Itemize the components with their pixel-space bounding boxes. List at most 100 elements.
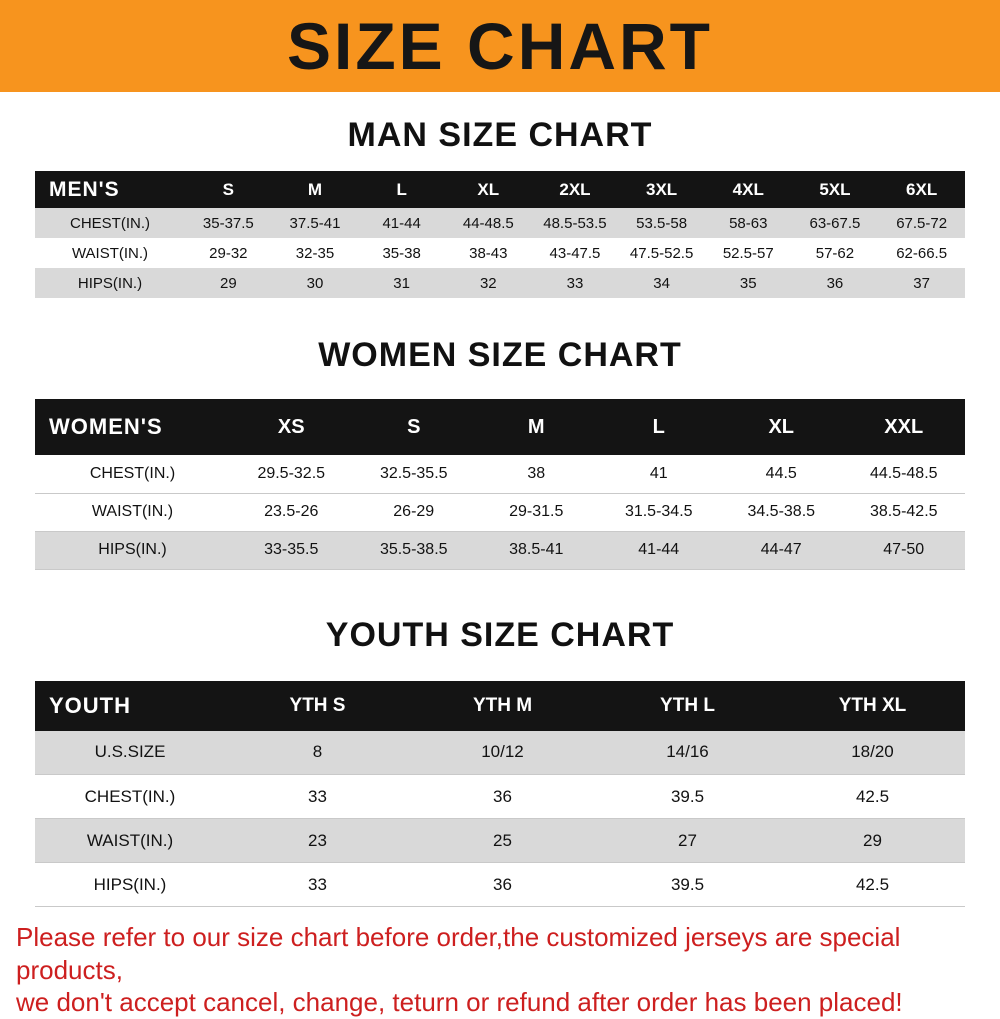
measure-value-cell: 67.5-72: [896, 214, 948, 232]
size-header-cell: 2XL: [559, 179, 591, 199]
measure-value-cell: 44-48.5: [462, 214, 514, 232]
measure-value-cell: 44-47: [720, 531, 843, 570]
size-header-cell: 5XL: [819, 179, 851, 199]
measure-value-cell: 33: [225, 774, 410, 819]
measure-value-cell: 36: [410, 862, 595, 907]
measure-value-cell: 32-35: [295, 244, 335, 262]
size-header-cell: YTH XL: [838, 694, 907, 716]
measure-value-cell: 48.5-53.5: [543, 214, 607, 232]
measure-label-cell: HIPS(IN.): [35, 531, 230, 570]
measure-label-cell: WAIST(IN.): [71, 244, 149, 262]
measure-value-cell: 32: [479, 274, 497, 292]
size-header-cell: 4XL: [732, 179, 764, 199]
measure-row: CHEST(IN.) 29.5-32.5 32.5-35.5 38 41 44.5 44.5…: [35, 455, 965, 494]
measure-value-cell: 10/12: [410, 730, 595, 775]
measure-value-cell: 29: [780, 818, 965, 863]
measure-value-cell: 63-67.5: [809, 214, 861, 232]
measure-value-cell: 36: [826, 274, 844, 292]
banner: SIZE CHART: [0, 0, 1000, 92]
size-header-cell: XL: [768, 415, 795, 438]
men-size-table: MEN'S S M L XL 2XL 3XL 4XL 5XL 6XL CHEST(IN.) 35-37…: [35, 171, 965, 298]
size-header-cell: L: [652, 415, 665, 438]
measure-value-cell: 62-66.5: [896, 244, 948, 262]
measure-value-cell: 41-44: [382, 214, 421, 232]
table-title-cell: WOMEN'S: [49, 414, 163, 439]
measure-label-cell: WAIST(IN.): [35, 493, 230, 532]
measure-value-cell: 41-44: [597, 531, 720, 570]
size-header-cell: S: [222, 179, 234, 199]
measure-value-cell: 23: [225, 818, 410, 863]
measure-value-cell: 23.5-26: [230, 493, 353, 532]
measure-value-cell: 31: [393, 274, 410, 292]
measure-row: CHEST(IN.) 33 36 39.5 42.5: [35, 774, 965, 819]
measure-value-cell: 42.5: [780, 774, 965, 819]
measure-row: HIPS(IN.) 33 36 39.5 42.5: [35, 862, 965, 907]
measure-value-cell: 41: [597, 455, 720, 494]
women-size-chart-heading: WOMEN SIZE CHART: [318, 336, 682, 374]
size-header-cell: XL: [477, 179, 500, 199]
measure-value-cell: 18/20: [780, 730, 965, 775]
measure-value-cell: 29-31.5: [475, 493, 598, 532]
measure-value-cell: 43-47.5: [549, 244, 601, 262]
table-title-cell: MEN'S: [49, 177, 120, 201]
measure-value-cell: 32.5-35.5: [352, 455, 475, 494]
measure-value-cell: 38: [475, 455, 598, 494]
measure-label-cell: CHEST(IN.): [35, 774, 225, 819]
measure-value-cell: 29.5-32.5: [230, 455, 353, 494]
size-header-cell: XS: [277, 415, 305, 438]
table-header-row: YOUTH YTH S YTH M YTH L YTH XL: [35, 680, 965, 731]
measure-label-cell: HIPS(IN.): [77, 274, 143, 292]
table-title-cell: YOUTH: [49, 692, 131, 718]
note-line-1: Please refer to our size chart before or…: [16, 922, 901, 985]
measure-value-cell: 52.5-57: [722, 244, 774, 262]
measure-value-cell: 44.5-48.5: [842, 455, 965, 494]
measure-value-cell: 29: [219, 274, 237, 292]
measure-row: CHEST(IN.) 35-37.5 37.5-41 41-44 44-48.5 48.5…: [35, 208, 965, 238]
youth-size-table: YOUTH YTH S YTH M YTH L YTH XL U.S.SIZE 8 10/12…: [35, 680, 965, 907]
measure-row: WAIST(IN.) 23 25 27 29: [35, 818, 965, 863]
measure-row: HIPS(IN.) 33-35.5 35.5-38.5 38.5-41 41-44 44-…: [35, 531, 965, 570]
section-men: MAN SIZE CHART MEN'S S M L XL 2XL 3XL 4XL 5XL 6XL…: [35, 116, 965, 298]
measure-value-cell: 58-63: [729, 214, 768, 232]
size-header-cell: YTH L: [660, 694, 715, 716]
measure-value-cell: 53.5-58: [636, 214, 688, 232]
measure-label-cell: WAIST(IN.): [35, 818, 225, 863]
size-table: WOMEN'S XS S M L XL XXL CHEST(IN.) 29.5-32.5 32.5…: [35, 399, 965, 570]
page-title: SIZE CHART: [287, 9, 713, 83]
size-header-cell: YTH M: [472, 694, 533, 716]
size-header-cell: YTH S: [289, 694, 346, 716]
measure-value-cell: 35-38: [382, 244, 421, 262]
measure-value-cell: 39.5: [595, 774, 780, 819]
measure-value-cell: 34.5-38.5: [720, 493, 843, 532]
measure-value-cell: 30: [306, 274, 324, 292]
footer-note: Please refer to our size chart before or…: [16, 921, 984, 1019]
size-header-cell: M: [307, 179, 323, 199]
measure-label-cell: CHEST(IN.): [70, 214, 150, 232]
measure-row: U.S.SIZE 8 10/12 14/16 18/20: [35, 730, 965, 775]
measure-value-cell: 38.5-42.5: [842, 493, 965, 532]
measure-value-cell: 37: [913, 274, 930, 292]
women-size-table: WOMEN'S XS S M L XL XXL CHEST(IN.) 29.5-32.5 32.5…: [35, 399, 965, 570]
measure-value-cell: 38-43: [469, 244, 508, 262]
measure-label-cell: U.S.SIZE: [35, 730, 225, 775]
measure-value-cell: 27: [595, 818, 780, 863]
measure-value-cell: 47.5-52.5: [629, 244, 694, 262]
measure-value-cell: 57-62: [815, 244, 855, 262]
youth-size-chart-heading: YOUTH SIZE CHART: [325, 615, 675, 654]
measure-row: WAIST(IN.) 29-32 32-35 35-38 38-43 43-47.5 47.…: [35, 238, 965, 268]
size-header-cell: 6XL: [906, 179, 938, 199]
table-header-row: WOMEN'S XS S M L XL XXL: [35, 399, 965, 455]
size-header-cell: M: [527, 415, 545, 438]
section-youth: YOUTH SIZE CHART YOUTH YTH S YTH M YTH L YTH…: [35, 615, 965, 907]
measure-value-cell: 34: [653, 274, 670, 292]
size-header-cell: S: [407, 415, 421, 438]
measure-row: WAIST(IN.) 23.5-26 26-29 29-31.5 31.5-34.5 34…: [35, 493, 965, 532]
measure-value-cell: 31.5-34.5: [597, 493, 720, 532]
note-line-2: we don't accept cancel, change, teturn o…: [16, 987, 903, 1017]
measure-value-cell: 35: [739, 274, 757, 292]
measure-value-cell: 42.5: [780, 862, 965, 907]
size-header-cell: L: [396, 179, 407, 199]
measure-value-cell: 25: [410, 818, 595, 863]
size-header-cell: 3XL: [646, 179, 678, 199]
measure-value-cell: 37.5-41: [289, 214, 341, 232]
